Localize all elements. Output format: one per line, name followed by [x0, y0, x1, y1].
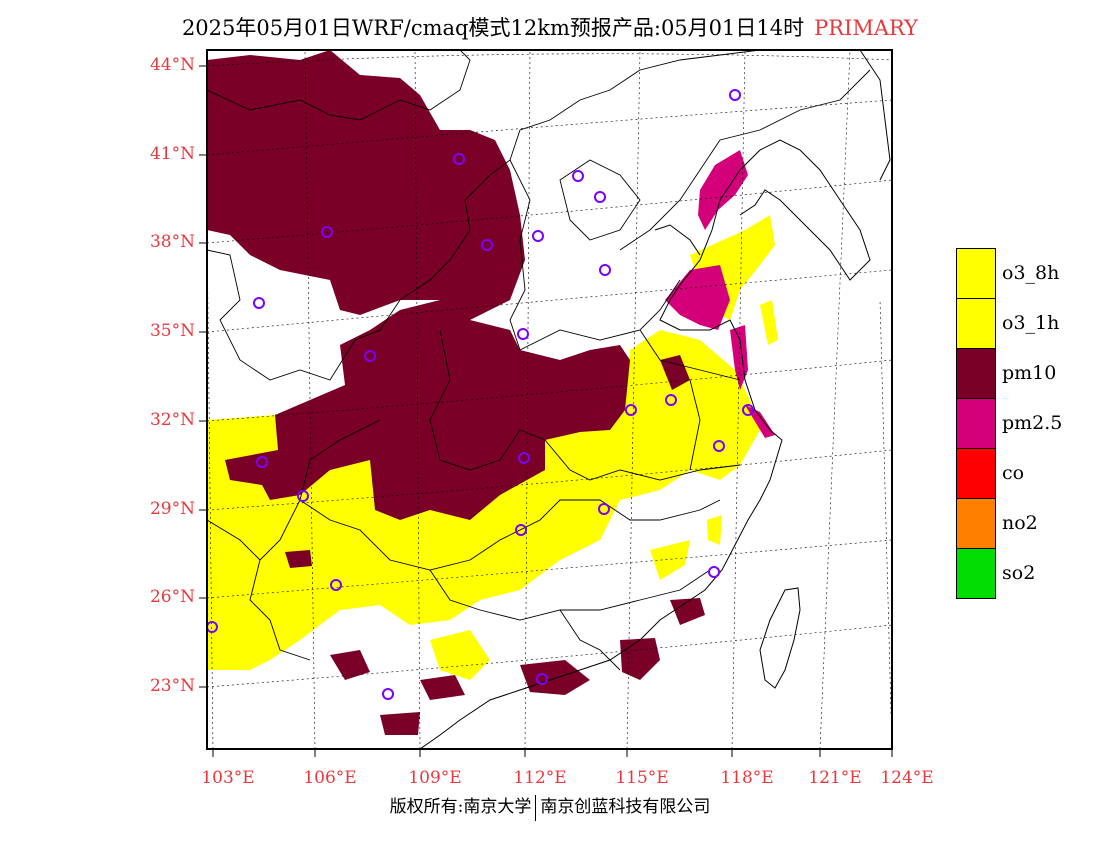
- legend-item-o3-1h: o3_1h: [956, 298, 1096, 349]
- legend-item-so2: so2: [956, 548, 1096, 599]
- lat-label: 38°N: [149, 232, 195, 252]
- map-title: 2025年05月01日WRF/cmaq模式12km预报产品:05月01日14时 P…: [0, 12, 1100, 42]
- lat-label: 26°N: [149, 587, 195, 607]
- province-boundaries: [207, 50, 871, 671]
- lat-label: 29°N: [149, 499, 195, 519]
- lon-label: 106°E: [303, 768, 357, 788]
- pm10-region: [207, 50, 705, 735]
- legend-label: o3_1h: [1002, 312, 1060, 334]
- pollutant-legend: o3_8h o3_1h pm10 pm2.5 co no2 so2: [956, 248, 1096, 599]
- legend-label: pm2.5: [1002, 412, 1063, 434]
- lon-label: 124°E: [880, 768, 934, 788]
- legend-item-pm10: pm10: [956, 348, 1096, 399]
- legend-swatch: [956, 348, 996, 399]
- legend-swatch: [956, 498, 996, 549]
- station-markers: [207, 89, 754, 700]
- lon-label: 109°E: [408, 768, 462, 788]
- legend-label: so2: [1002, 562, 1036, 584]
- lat-label: 32°N: [149, 410, 195, 430]
- lat-label: 35°N: [149, 321, 195, 341]
- title-main: 2025年05月01日WRF/cmaq模式12km预报产品:05月01日14时: [181, 16, 805, 40]
- copyright-footer: 版权所有:南京大学 南京创蓝科技有限公司: [0, 792, 1100, 821]
- coastline: [419, 50, 891, 749]
- map-frame: [206, 49, 893, 750]
- legend-item-co: co: [956, 448, 1096, 499]
- lon-label: 121°E: [808, 768, 862, 788]
- legend-item-pm25: pm2.5: [956, 398, 1096, 449]
- lon-label: 112°E: [513, 768, 567, 788]
- lon-label: 118°E: [720, 768, 774, 788]
- title-tag: PRIMARY: [814, 16, 919, 40]
- lat-label: 23°N: [149, 676, 195, 696]
- legend-item-o3-8h: o3_8h: [956, 248, 1096, 299]
- taiwan-outline: [759, 587, 801, 689]
- legend-label: no2: [1002, 512, 1038, 534]
- copyright-left: 版权所有:南京大学: [389, 797, 532, 817]
- legend-swatch: [956, 398, 996, 449]
- legend-swatch: [956, 298, 996, 349]
- legend-item-no2: no2: [956, 498, 1096, 549]
- legend-label: co: [1002, 462, 1025, 484]
- copyright-separator: [535, 794, 537, 821]
- legend-label: pm10: [1002, 362, 1057, 384]
- legend-label: o3_8h: [1002, 262, 1060, 284]
- legend-swatch: [956, 248, 996, 299]
- lat-label: 41°N: [149, 144, 195, 164]
- lon-label: 115°E: [615, 768, 669, 788]
- legend-swatch: [956, 448, 996, 499]
- legend-swatch: [956, 548, 996, 599]
- lon-label: 103°E: [201, 768, 255, 788]
- copyright-right: 南京创蓝科技有限公司: [540, 797, 711, 817]
- lat-label: 44°N: [149, 55, 195, 75]
